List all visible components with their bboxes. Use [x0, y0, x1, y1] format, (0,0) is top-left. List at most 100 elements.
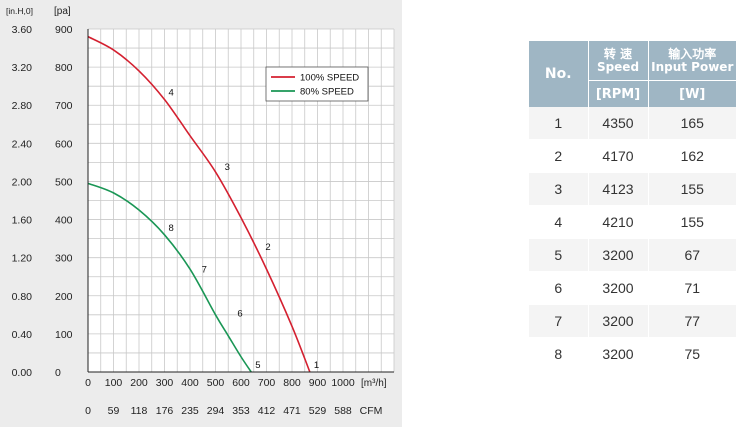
cell-power: 162 — [648, 139, 736, 173]
x-tick-label: 900 — [309, 377, 327, 389]
cfm-tick-label: 353 — [232, 405, 250, 417]
table-row: 1 4350 165 — [529, 107, 736, 140]
x-tick-label: 400 — [181, 377, 199, 389]
series-line-80-speed — [87, 182, 252, 373]
y-tick-label: 600 — [55, 138, 73, 150]
operating-point-label: 6 — [237, 309, 242, 320]
curves: 1 2 3 4 5 6 7 8 — [87, 35, 319, 373]
cfm-tick-label: 294 — [207, 405, 225, 417]
header-power: 输入功率 Input Power — [648, 41, 736, 81]
cfm-tick-label: 588 — [334, 405, 352, 417]
cell-power: 155 — [648, 172, 736, 206]
inh2o-tick-label: 0.40 — [12, 329, 33, 341]
legend-entry-label: 80% SPEED — [300, 87, 354, 98]
cfm-tick-label: 118 — [131, 405, 148, 417]
operating-point-label: 7 — [202, 265, 207, 276]
x-unit-label: [m³/h] — [361, 378, 387, 389]
legend: 100% SPEED 80% SPEED — [265, 66, 369, 102]
x-tick-label: 1000 — [331, 377, 355, 389]
header-speed-en: Speed — [596, 59, 640, 74]
spec-table: No. 转 速 Speed 输入功率 Input Power [RPM] [W]… — [529, 41, 736, 371]
cell-no: 6 — [529, 271, 589, 305]
table-body: 1 4350 165 2 4170 162 3 4123 155 4 4210 155 5 3200 67 6… — [529, 107, 736, 371]
header-speed-unit: [RPM] — [588, 80, 649, 107]
operating-point-label: 8 — [169, 223, 174, 234]
x-tick-label: 0 — [85, 377, 91, 389]
cell-power: 155 — [648, 205, 736, 239]
y-tick-label: 400 — [55, 215, 73, 227]
inh2o-tick-label: 0.80 — [12, 291, 33, 303]
legend-entry-label: 100% SPEED — [300, 73, 359, 84]
header-power-unit: [W] — [648, 80, 736, 107]
operating-point-label: 4 — [169, 88, 174, 99]
cfm-tick-label: 412 — [258, 405, 276, 417]
table-row: 6 3200 71 — [529, 271, 736, 305]
cell-power: 165 — [648, 107, 736, 140]
series-line-100-speed — [87, 35, 311, 373]
axes: 0 100 200 300 400 500 600 700 800 900 1000 [m³/h] 0 5… — [6, 6, 394, 417]
cell-no: 1 — [529, 107, 589, 140]
table-row: 5 3200 67 — [529, 238, 736, 272]
operating-point-label: 5 — [255, 360, 260, 371]
table-row: 3 4123 155 — [529, 172, 736, 206]
y-tick-label: 100 — [55, 329, 73, 341]
cell-no: 4 — [529, 205, 589, 239]
y-tick-label: 800 — [55, 62, 73, 74]
performance-chart: 1 2 3 4 5 6 7 8 0 100 200 300 400 500 600 700 800 900 100… — [6, 6, 395, 417]
table-row: 7 3200 77 — [529, 304, 736, 338]
y-tick-label: 700 — [55, 100, 73, 112]
table-row: 4 4210 155 — [529, 205, 736, 239]
cfm-tick-label: 0 — [85, 405, 91, 417]
cell-rpm: 4350 — [588, 107, 649, 140]
cell-power: 77 — [648, 304, 736, 338]
y-tick-label: 0 — [55, 367, 61, 379]
header-speed: 转 速 Speed — [588, 41, 649, 81]
cell-rpm: 3200 — [588, 238, 649, 272]
left-axis-unit-label: [in.H,0] — [6, 6, 33, 16]
y-tick-label: 900 — [55, 24, 73, 36]
cell-power: 71 — [648, 271, 736, 305]
inh2o-tick-label: 3.20 — [12, 62, 33, 74]
cell-no: 5 — [529, 238, 589, 272]
y-tick-label: 300 — [55, 253, 73, 265]
table-row: 2 4170 162 — [529, 139, 736, 173]
cell-no: 3 — [529, 172, 589, 206]
cell-rpm: 3200 — [588, 304, 649, 338]
inh2o-tick-label: 2.00 — [12, 176, 33, 188]
operating-point-label: 2 — [265, 242, 270, 253]
cell-no: 8 — [529, 337, 589, 371]
operating-point-label: 3 — [225, 162, 230, 173]
header-speed-cn: 转 速 — [603, 46, 633, 61]
cell-rpm: 4170 — [588, 139, 649, 173]
y-unit-label: [pa] — [54, 6, 71, 17]
cfm-tick-label: 529 — [309, 405, 327, 417]
cfm-unit-label: CFM — [360, 405, 383, 417]
x-tick-label: 700 — [258, 377, 276, 389]
inh2o-tick-label: 2.80 — [12, 100, 33, 112]
cell-rpm: 4123 — [588, 172, 649, 206]
x-tick-label: 600 — [232, 377, 250, 389]
header-power-cn: 输入功率 — [668, 46, 717, 61]
cfm-tick-label: 471 — [283, 405, 301, 417]
cfm-tick-label: 235 — [181, 405, 199, 417]
cell-rpm: 3200 — [588, 271, 649, 305]
cell-rpm: 3200 — [588, 337, 649, 371]
header-no: No. — [529, 41, 589, 107]
inh2o-tick-label: 1.20 — [12, 253, 33, 265]
cell-power: 75 — [648, 337, 736, 371]
y-tick-label: 200 — [55, 291, 73, 303]
x-tick-label: 800 — [283, 377, 301, 389]
header-power-en: Input Power — [651, 59, 734, 74]
x-tick-label: 500 — [207, 377, 225, 389]
inh2o-tick-label: 0.00 — [12, 367, 33, 379]
cell-power: 67 — [648, 238, 736, 272]
cfm-tick-label: 176 — [156, 405, 174, 417]
x-tick-label: 300 — [156, 377, 174, 389]
cfm-tick-label: 59 — [108, 405, 120, 417]
inh2o-tick-label: 2.40 — [12, 138, 33, 150]
cell-no: 7 — [529, 304, 589, 338]
table-row: 8 3200 75 — [529, 337, 736, 371]
cell-rpm: 4210 — [588, 205, 649, 239]
inh2o-tick-label: 1.60 — [12, 215, 33, 227]
inh2o-tick-label: 3.60 — [12, 24, 33, 36]
